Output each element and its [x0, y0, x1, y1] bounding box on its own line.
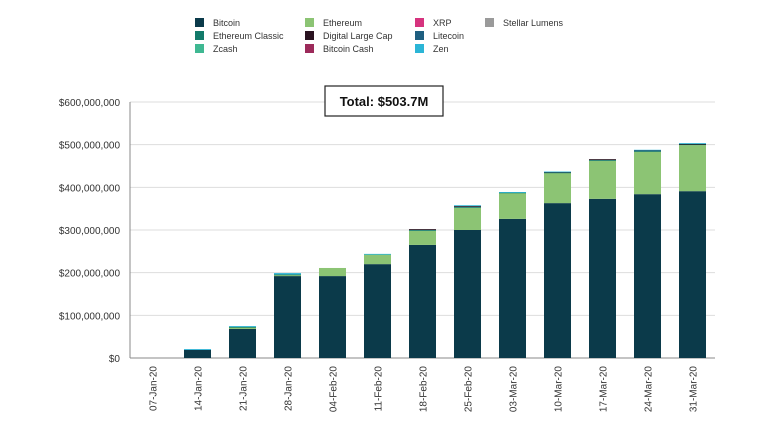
x-tick-label: 14-Jan-20	[194, 366, 205, 411]
legend-swatch	[305, 18, 314, 27]
bar-segment	[184, 349, 211, 358]
bar-segment	[319, 267, 346, 277]
bar-segment	[229, 326, 256, 327]
bar-segment	[229, 328, 256, 358]
bar-segment	[274, 273, 301, 275]
bar-segment	[499, 192, 526, 219]
legend-label: Ethereum Classic	[213, 31, 284, 41]
bar-segment	[679, 191, 706, 358]
legend-swatch	[415, 18, 424, 27]
legend-swatch	[195, 44, 204, 53]
bar-segment	[409, 230, 436, 231]
bar-segment	[454, 205, 481, 207]
bar-segment	[499, 192, 526, 194]
bar-segment	[544, 172, 571, 174]
y-tick-label: $500,000,000	[59, 141, 121, 152]
bar-segment	[634, 151, 661, 195]
bar-segment	[634, 151, 661, 152]
bar-segment	[364, 253, 391, 255]
bar-segment	[229, 327, 256, 329]
bar-segment	[409, 244, 436, 358]
y-tick-label: $0	[109, 354, 121, 365]
bar-segment	[589, 160, 616, 161]
legend-swatch	[305, 31, 314, 40]
x-tick-label: 25-Feb-20	[464, 366, 475, 413]
legend-label: Bitcoin Cash	[323, 44, 374, 54]
legend-label: Litecoin	[433, 31, 464, 41]
y-tick-label: $400,000,000	[59, 183, 121, 194]
x-tick-label: 17-Mar-20	[599, 366, 610, 413]
bar-segment	[634, 194, 661, 358]
bar-segment	[499, 218, 526, 358]
x-tick-label: 18-Feb-20	[419, 366, 430, 413]
x-tick-label: 11-Feb-20	[374, 366, 385, 412]
bar-segment	[454, 206, 481, 208]
bar-segment	[679, 144, 706, 146]
legend-label: XRP	[433, 18, 452, 28]
bar-segment	[634, 150, 661, 152]
bar-segment	[364, 264, 391, 358]
bar-segment	[274, 274, 301, 277]
bar-segment	[409, 230, 436, 245]
bar-segment	[454, 230, 481, 358]
bar-segment	[274, 276, 301, 358]
bar-segment	[544, 171, 571, 173]
bar-segment	[229, 326, 256, 328]
x-tick-label: 10-Mar-20	[554, 366, 565, 413]
bar-segment	[589, 159, 616, 161]
bar-segment	[679, 143, 706, 144]
bar-segment	[544, 203, 571, 358]
legend-swatch	[195, 31, 204, 40]
bar-segment	[364, 254, 391, 265]
legend-swatch	[415, 31, 424, 40]
bar-segment	[499, 192, 526, 193]
bar-segment	[454, 206, 481, 207]
bar-segment	[409, 229, 436, 230]
bar-segment	[589, 160, 616, 199]
y-tick-label: $200,000,000	[59, 269, 121, 280]
bar-segment	[454, 207, 481, 230]
legend-label: Ethereum	[323, 18, 362, 28]
bar-segment	[274, 274, 301, 276]
bar-segment	[544, 171, 571, 173]
bar-segment	[544, 172, 571, 204]
x-tick-label: 03-Mar-20	[509, 366, 520, 413]
legend-swatch	[485, 18, 494, 27]
total-annotation: Total: $503.7M	[340, 94, 429, 109]
x-tick-label: 21-Jan-20	[239, 366, 250, 411]
legend-label: Bitcoin	[213, 18, 240, 28]
legend-label: Zen	[433, 44, 449, 54]
bar-segment	[634, 149, 661, 151]
legend-label: Digital Large Cap	[323, 31, 393, 41]
y-tick-label: $600,000,000	[59, 98, 121, 109]
total-annotation-box	[324, 85, 444, 117]
x-tick-label: 04-Feb-20	[329, 366, 340, 413]
bar-segment	[319, 276, 346, 358]
x-tick-label: 28-Jan-20	[284, 366, 295, 411]
x-tick-label: 31-Mar-20	[689, 366, 700, 413]
legend-label: Stellar Lumens	[503, 18, 564, 28]
y-tick-label: $300,000,000	[59, 226, 121, 237]
x-tick-label: 24-Mar-20	[644, 366, 655, 413]
bar-segment	[184, 349, 211, 350]
legend-swatch	[415, 44, 424, 53]
legend-swatch	[195, 18, 204, 27]
y-tick-label: $100,000,000	[59, 311, 121, 322]
x-tick-label: 07-Jan-20	[149, 366, 160, 411]
legend-label: Zcash	[213, 44, 238, 54]
bar-segment	[589, 198, 616, 358]
bar-segment	[679, 143, 706, 145]
legend-swatch	[305, 44, 314, 53]
bar-segment	[679, 145, 706, 192]
